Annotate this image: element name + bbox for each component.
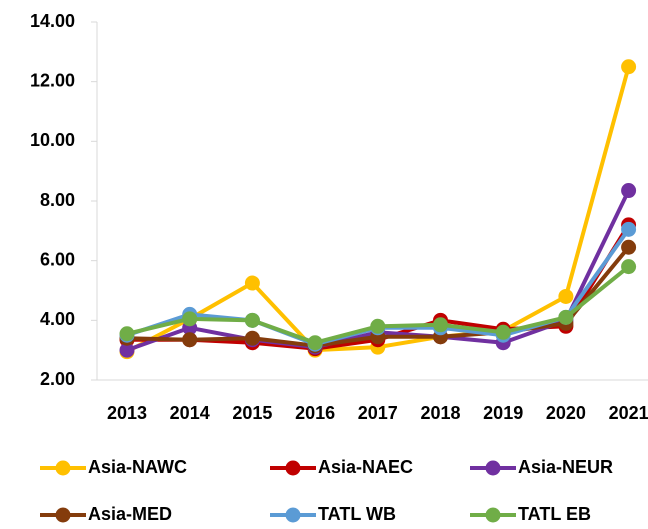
x-tick-label: 2021	[609, 403, 648, 423]
y-tick-label: 12.00	[30, 70, 75, 90]
legend-label: Asia-NAEC	[318, 457, 413, 477]
point	[621, 239, 637, 255]
point	[495, 324, 511, 340]
point	[307, 335, 323, 351]
point	[433, 317, 448, 333]
legend-label: Asia-MED	[88, 504, 172, 524]
point	[244, 312, 260, 328]
series-line	[126, 66, 631, 354]
y-tick-label: 4.00	[40, 309, 75, 329]
x-tick-label: 2016	[295, 403, 335, 423]
y-tick-label: 10.00	[30, 130, 75, 150]
legend-label: Asia-NAWC	[88, 457, 187, 477]
y-tick-label: 8.00	[40, 190, 75, 210]
y-tick-label: 6.00	[40, 249, 75, 269]
legend-marker	[55, 460, 71, 476]
y-tick-label: 14.00	[30, 11, 75, 31]
x-tick-label: 2018	[420, 403, 460, 423]
x-tick-label: 2015	[232, 403, 272, 423]
legend-marker	[55, 507, 71, 523]
point	[621, 259, 637, 275]
x-tick-label: 2014	[170, 403, 210, 423]
legend-marker	[285, 460, 301, 476]
legend-label: TATL EB	[518, 504, 591, 524]
point	[621, 183, 637, 199]
point	[244, 275, 260, 291]
x-tick-label: 2020	[546, 403, 586, 423]
x-tick-label: 2017	[358, 403, 398, 423]
point	[621, 59, 637, 75]
legend-marker	[485, 507, 501, 523]
point	[558, 309, 574, 325]
point	[244, 330, 260, 346]
legend-label: Asia-NEUR	[518, 457, 613, 477]
point	[558, 288, 574, 304]
point	[370, 318, 386, 334]
point	[119, 326, 135, 342]
legend-label: TATL WB	[318, 504, 396, 524]
point	[182, 332, 198, 348]
point	[621, 221, 637, 237]
legend-marker	[285, 507, 301, 523]
x-tick-label: 2013	[107, 403, 147, 423]
point	[119, 342, 135, 358]
y-tick-label: 2.00	[40, 369, 75, 389]
legend-marker	[485, 460, 501, 476]
x-tick-label: 2019	[483, 403, 523, 423]
point	[182, 311, 198, 327]
